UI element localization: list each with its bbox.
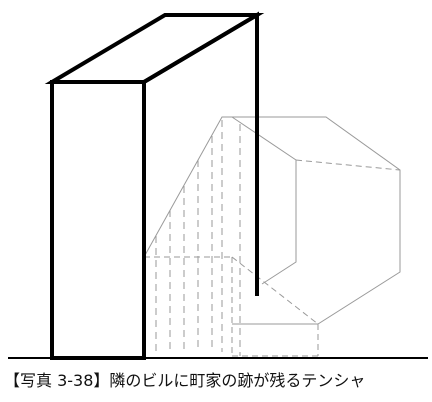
figure-caption: 【写真 3-38】隣のビルに町家の跡が残るテンシャ [4, 371, 366, 390]
machiya-roof-outline [143, 116, 401, 325]
machiya-inner-profile [231, 116, 297, 285]
machiya-ridge-back [295, 159, 401, 171]
building-side-face [142, 11, 259, 296]
machiya-trace [143, 116, 401, 357]
machiya-eave-right [231, 256, 319, 325]
building-top-face [44, 13, 265, 84]
building-front-face [50, 80, 146, 360]
neighbor-building [44, 11, 265, 360]
machiya-wall-stripes [155, 120, 241, 356]
